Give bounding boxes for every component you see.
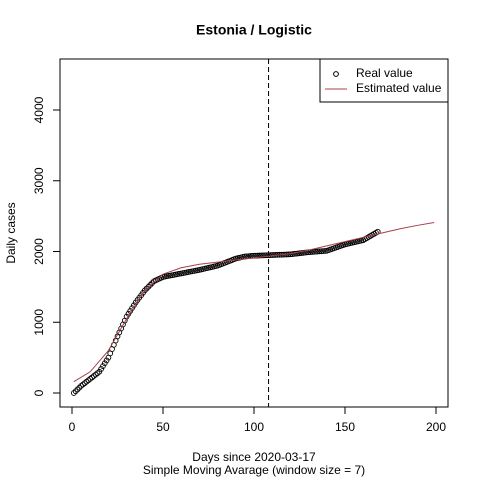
point — [103, 357, 110, 364]
x-tick-label: 0 — [69, 420, 76, 434]
y-tick-label: 0 — [32, 389, 46, 396]
point — [70, 390, 77, 396]
legend-label: Estimated value — [356, 81, 442, 95]
point — [256, 252, 263, 259]
point — [149, 280, 155, 286]
point — [143, 285, 150, 292]
point — [72, 388, 79, 395]
x-axis-label: Days since 2020-03-17 — [192, 450, 316, 464]
x-tick-label: 50 — [156, 420, 170, 434]
plot-box — [59, 58, 449, 408]
point — [262, 252, 268, 259]
point — [258, 252, 265, 259]
x-tick-label: 150 — [335, 420, 355, 434]
legend-box — [319, 58, 449, 103]
point — [320, 248, 327, 254]
point — [263, 252, 270, 259]
point — [100, 363, 106, 369]
x-tick-label: 200 — [426, 420, 446, 434]
point — [98, 366, 104, 372]
point — [254, 252, 261, 259]
point — [101, 360, 108, 367]
point — [265, 252, 272, 259]
x-tick-label: 100 — [244, 420, 264, 434]
point — [145, 283, 152, 290]
point — [260, 252, 266, 259]
point — [313, 248, 319, 255]
legend-symbol — [333, 71, 339, 77]
y-axis-label: Daily cases — [4, 202, 18, 263]
y-tick-label: 1000 — [32, 309, 46, 336]
estimate-line — [73, 221, 435, 383]
point — [96, 368, 103, 375]
point — [311, 248, 317, 255]
point — [318, 248, 325, 255]
point — [147, 282, 154, 288]
point — [76, 384, 83, 391]
y-tick-label: 2000 — [32, 238, 46, 265]
point — [322, 248, 328, 254]
y-tick-label: 3000 — [32, 167, 46, 194]
point — [267, 252, 274, 258]
subtitle: Simple Moving Avarage (window size = 7) — [143, 463, 365, 477]
point — [74, 386, 81, 393]
point — [316, 248, 323, 255]
point — [314, 248, 321, 255]
chart-title: Estonia / Logistic — [196, 22, 312, 38]
point — [141, 287, 148, 294]
y-tick-label: 4000 — [32, 96, 46, 123]
legend-label: Real value — [356, 66, 413, 80]
